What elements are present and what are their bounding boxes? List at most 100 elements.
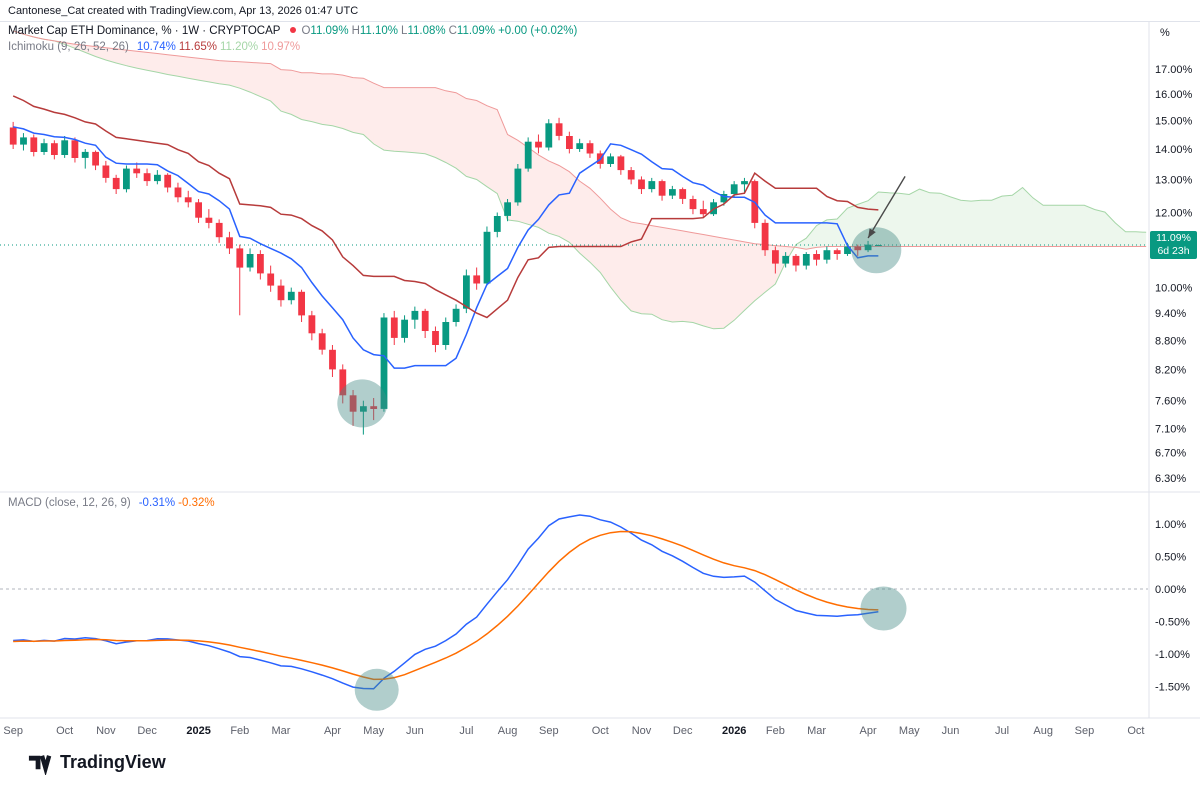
- chart-canvas[interactable]: 17.00% 16.00% 15.00% 14.00% 13.00% 12.00% 10.0…: [0, 22, 1200, 745]
- time-tick-label: Aug: [1033, 725, 1053, 737]
- candle-body: [102, 165, 110, 178]
- candle-body: [349, 395, 357, 412]
- ichimoku-label[interactable]: Ichimoku (9, 26, 52, 26): [8, 41, 129, 53]
- price-tick-label: 7.10%: [1155, 424, 1186, 436]
- candle-body: [61, 140, 69, 155]
- high-value: 11.10%: [359, 25, 399, 37]
- tradingview-logo-text: TradingView: [60, 752, 166, 772]
- bar-countdown: 6d 23h: [1157, 245, 1190, 257]
- candle-body: [493, 216, 501, 232]
- highlight-circle[interactable]: [337, 379, 388, 428]
- ichimoku-conversion-value: 10.74%: [136, 41, 176, 53]
- candle-body: [463, 275, 470, 309]
- main-series-legend[interactable]: Market Cap ETH Dominance, % · 1W · CRYPT…: [8, 25, 577, 37]
- macd-tick-label: 0.50%: [1155, 552, 1186, 564]
- time-tick-label: Feb: [766, 725, 785, 737]
- time-tick-label: Oct: [56, 725, 73, 737]
- time-tick-label: Oct: [592, 725, 609, 737]
- time-tick-label: Sep: [3, 725, 23, 737]
- candle-body: [81, 151, 89, 158]
- candle-body: [71, 140, 79, 158]
- candle-body: [154, 174, 161, 182]
- candle-body: [370, 406, 378, 409]
- time-tick-label: Aug: [498, 725, 518, 737]
- candle-body: [555, 123, 563, 136]
- last-price-badge[interactable]: 11.09% 6d 23h: [1150, 231, 1197, 259]
- candle-body: [741, 181, 748, 185]
- time-tick-label: Feb: [230, 725, 249, 737]
- time-tick-label: Sep: [539, 725, 559, 737]
- attribution-text: Cantonese_Cat created with TradingView.c…: [8, 4, 359, 17]
- candle-body: [318, 333, 326, 350]
- candle-body: [20, 137, 27, 145]
- candle-body: [421, 310, 429, 331]
- highlight-circle[interactable]: [860, 586, 907, 631]
- macd-signal-line: [13, 530, 879, 681]
- highlight-circle[interactable]: [851, 227, 902, 274]
- open-value: 11.09%: [310, 25, 349, 37]
- candle-body: [215, 222, 223, 238]
- candle-body: [730, 184, 738, 194]
- low-value: 11.08%: [407, 25, 446, 37]
- tradingview-logo[interactable]: TradingView: [27, 750, 166, 775]
- candle-body: [432, 331, 439, 345]
- candle-body: [257, 254, 264, 274]
- price-tick-label: 14.00%: [1155, 144, 1193, 156]
- time-tick-label: May: [899, 725, 920, 737]
- candle-body: [329, 349, 336, 370]
- macd-legend[interactable]: MACD (close, 12, 26, 9) -0.31% -0.32%: [8, 497, 215, 509]
- candle-body: [483, 231, 491, 284]
- candle-body: [617, 156, 625, 171]
- last-price-label: 11.09%: [1156, 232, 1191, 244]
- candle-body: [226, 237, 233, 249]
- time-tick-label: Jun: [406, 725, 424, 737]
- candle-body: [607, 156, 614, 164]
- main-pane[interactable]: [0, 22, 1148, 492]
- price-tick-label: 13.00%: [1155, 175, 1193, 187]
- ichimoku-base-value: 11.65%: [178, 41, 217, 53]
- candle-body: [236, 248, 244, 268]
- price-axis-unit[interactable]: %: [1160, 27, 1170, 39]
- candle-body: [308, 315, 316, 334]
- macd-signal-value: -0.32%: [178, 497, 215, 509]
- time-tick-label: May: [363, 725, 384, 737]
- ichimoku-legend[interactable]: Ichimoku (9, 26, 52, 26) 10.74% 11.65% 11.2…: [8, 41, 300, 53]
- candle-body: [143, 173, 151, 182]
- highlight-circle[interactable]: [354, 668, 399, 711]
- candle-body: [298, 291, 305, 316]
- time-tick-label: 2025: [186, 725, 210, 737]
- ichimoku-cloud: [12, 30, 1147, 330]
- ichimoku-lines: [12, 95, 879, 369]
- price-tick-label: 10.00%: [1155, 283, 1193, 295]
- macd-label[interactable]: MACD (close, 12, 26, 9): [8, 497, 131, 509]
- symbol-title[interactable]: Market Cap ETH Dominance, % · 1W · CRYPT…: [8, 25, 281, 37]
- arrow-head: [868, 228, 876, 238]
- candle-body: [761, 222, 769, 251]
- time-tick-label: Mar: [807, 725, 826, 737]
- time-tick-label: Jul: [459, 725, 473, 737]
- ichimoku-leada-value: 11.20%: [219, 41, 259, 53]
- candle-body: [277, 285, 285, 301]
- price-tick-label: 6.30%: [1155, 473, 1186, 485]
- market-status-dot: [290, 27, 297, 33]
- time-tick-label: Jul: [995, 725, 1009, 737]
- candle-body: [802, 254, 810, 266]
- candle-body: [648, 181, 656, 190]
- ichimoku-leadb-value: 10.97%: [261, 41, 301, 53]
- macd-layer: [13, 514, 879, 690]
- candle-body: [30, 137, 38, 152]
- candle-body: [576, 143, 584, 149]
- macd-pane[interactable]: [0, 492, 1148, 718]
- candle-body: [184, 197, 192, 203]
- macd-tick-label: -0.50%: [1155, 617, 1190, 629]
- candle-body: [123, 168, 130, 190]
- candle-body: [164, 174, 172, 188]
- time-tick-label: Apr: [324, 725, 341, 737]
- price-tick-label: 15.00%: [1155, 116, 1193, 128]
- arrow-annotation[interactable]: [867, 176, 906, 239]
- candle-body: [514, 168, 522, 203]
- change-value: +0.00 (+0.02%): [498, 25, 578, 37]
- ichimoku-lead-a-line: [12, 30, 1147, 330]
- candle-body: [813, 254, 820, 260]
